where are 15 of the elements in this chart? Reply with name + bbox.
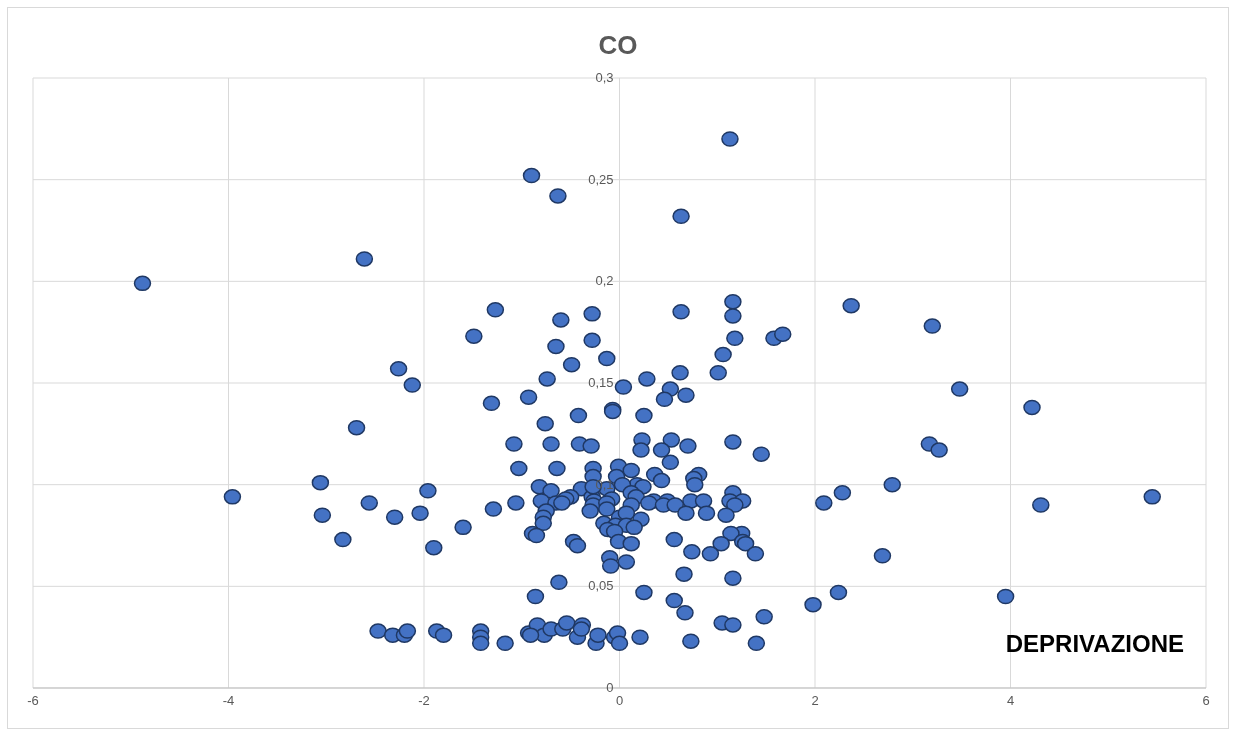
y-tick-label: 0,3 — [595, 70, 614, 85]
x-tick-label: 6 — [1202, 693, 1210, 709]
y-tick-label: 0,05 — [588, 578, 614, 594]
y-tick-label: 0,2 — [595, 273, 614, 289]
x-axis-title: DEPRIVAZIONE — [1005, 630, 1184, 658]
x-tick-label: 0 — [615, 693, 624, 709]
x-tick-label: 4 — [1006, 693, 1015, 709]
x-tick-label: -6 — [27, 693, 39, 709]
y-tick-label: 0,25 — [588, 171, 614, 187]
chart-title: CO — [597, 29, 639, 62]
x-tick-label: -2 — [418, 693, 430, 709]
x-tick-label: 2 — [811, 693, 819, 709]
y-tick-label: 0,15 — [588, 375, 614, 390]
y-tick-label: 0 — [606, 680, 614, 695]
x-tick-label: -4 — [222, 693, 235, 709]
